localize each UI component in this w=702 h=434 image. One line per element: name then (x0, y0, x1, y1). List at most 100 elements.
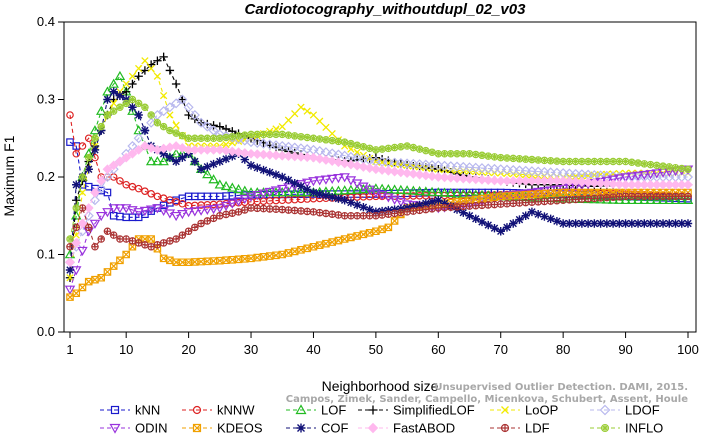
data-point-ldof (427, 159, 438, 171)
data-point-kdeos (216, 256, 224, 265)
data-point-ldf (122, 235, 130, 243)
data-point-fastabod (601, 178, 612, 189)
data-point-inflo (521, 155, 530, 163)
data-point-inflo (353, 141, 361, 149)
x-tick-label: 20 (181, 342, 195, 357)
data-point-fastabod (283, 151, 294, 161)
data-point-ldf (228, 209, 237, 217)
data-point-knn (66, 138, 74, 146)
data-point-inflo (422, 146, 430, 155)
data-point-lof (370, 183, 382, 193)
data-point-cof (384, 206, 393, 215)
data-point-cof (640, 219, 649, 228)
data-point-inflo (571, 157, 580, 166)
data-point-ldf (496, 200, 505, 208)
data-point-ldof (445, 161, 456, 172)
data-point-lof (145, 156, 157, 166)
data-point-fastabod (433, 172, 444, 182)
data-point-cof (627, 219, 637, 228)
data-point-odin (258, 189, 269, 199)
data-point-fastabod (439, 172, 450, 183)
data-point-cof (315, 189, 324, 199)
data-point-lof (114, 70, 126, 81)
data-point-cof (140, 126, 150, 135)
data-point-odin (376, 191, 388, 201)
legend-label-lof: LOF (321, 403, 346, 418)
legend-item-fastabod: FastABOD (358, 421, 455, 434)
data-point-inflo (372, 146, 380, 154)
data-point-kdeos (309, 242, 318, 251)
data-point-inflo (465, 150, 474, 158)
data-point-loop (141, 57, 149, 65)
data-point-knn (103, 188, 112, 197)
series-line-cof (69, 91, 688, 271)
data-point-fastabod (614, 179, 625, 190)
data-point-odin (108, 204, 119, 214)
data-point-simplifiedlof (72, 196, 81, 205)
data-point-inflo (496, 153, 505, 162)
data-point-odin (264, 187, 275, 198)
data-point-ldf (634, 192, 642, 201)
data-point-inflo (84, 153, 93, 162)
data-point-inflo (147, 111, 155, 119)
data-point-ldof (408, 158, 419, 169)
data-point-lof (95, 105, 107, 115)
data-point-cof (421, 199, 431, 208)
y-tick-label: 0.4 (37, 14, 55, 29)
data-point-ldof (158, 106, 169, 117)
data-point-ldf (503, 200, 511, 208)
data-point-inflo (241, 131, 249, 139)
data-point-ldf (309, 208, 318, 216)
data-point-simplifiedlof (165, 66, 175, 75)
data-point-simplifiedlof (121, 87, 131, 96)
data-point-ldf (640, 192, 649, 201)
data-point-inflo (172, 129, 180, 137)
data-point-fastabod (483, 175, 494, 186)
data-point-ldf (166, 237, 174, 245)
data-point-ldf (684, 192, 692, 201)
data-point-cof (340, 196, 349, 205)
legend-label-kdeos: KDEOS (217, 421, 263, 434)
data-point-knnw (159, 194, 168, 202)
data-point-inflo (159, 122, 168, 131)
data-point-knnw (147, 189, 155, 198)
data-point-inflo (259, 130, 268, 139)
data-point-cof (484, 220, 493, 230)
data-point-odin (314, 176, 325, 186)
legend-marker-ldof (599, 404, 611, 416)
data-point-inflo (472, 150, 480, 159)
legend-marker-fastabod (367, 422, 379, 434)
data-point-inflo (621, 157, 630, 166)
data-point-inflo (509, 154, 517, 163)
data-point-cof (558, 219, 568, 228)
data-point-odin (170, 211, 182, 222)
data-point-lof (71, 210, 82, 220)
data-point-ldf (415, 206, 424, 215)
legend-label-knn: kNN (135, 403, 160, 418)
data-point-inflo (646, 160, 655, 169)
data-point-fastabod (395, 167, 406, 178)
data-point-ldf (247, 204, 255, 212)
data-point-lof (339, 185, 350, 195)
data-point-inflo (97, 122, 105, 131)
x-axis: 1 10 20 30 40 50 60 70 80 90 100 (66, 332, 699, 357)
data-point-ldof (89, 195, 101, 206)
data-point-ldf (328, 210, 336, 218)
data-point-inflo (515, 155, 524, 163)
data-point-cof (215, 157, 225, 166)
data-point-kdeos (66, 293, 74, 301)
y-axis: 0.0 0.1 0.2 0.3 0.4 (37, 14, 64, 339)
data-point-loop (316, 117, 324, 125)
data-point-lof (470, 189, 481, 199)
data-point-fastabod (102, 164, 113, 175)
data-point-simplifiedlof (171, 79, 181, 89)
data-point-fastabod (77, 218, 88, 229)
data-point-cof (377, 206, 387, 216)
data-point-ldof (277, 140, 288, 152)
data-point-fastabod (321, 155, 331, 165)
data-point-ldf (284, 206, 293, 214)
legend-marker-lof (295, 404, 307, 415)
data-point-lof (383, 183, 394, 194)
data-point-odin (645, 170, 656, 180)
data-point-inflo (678, 164, 686, 173)
